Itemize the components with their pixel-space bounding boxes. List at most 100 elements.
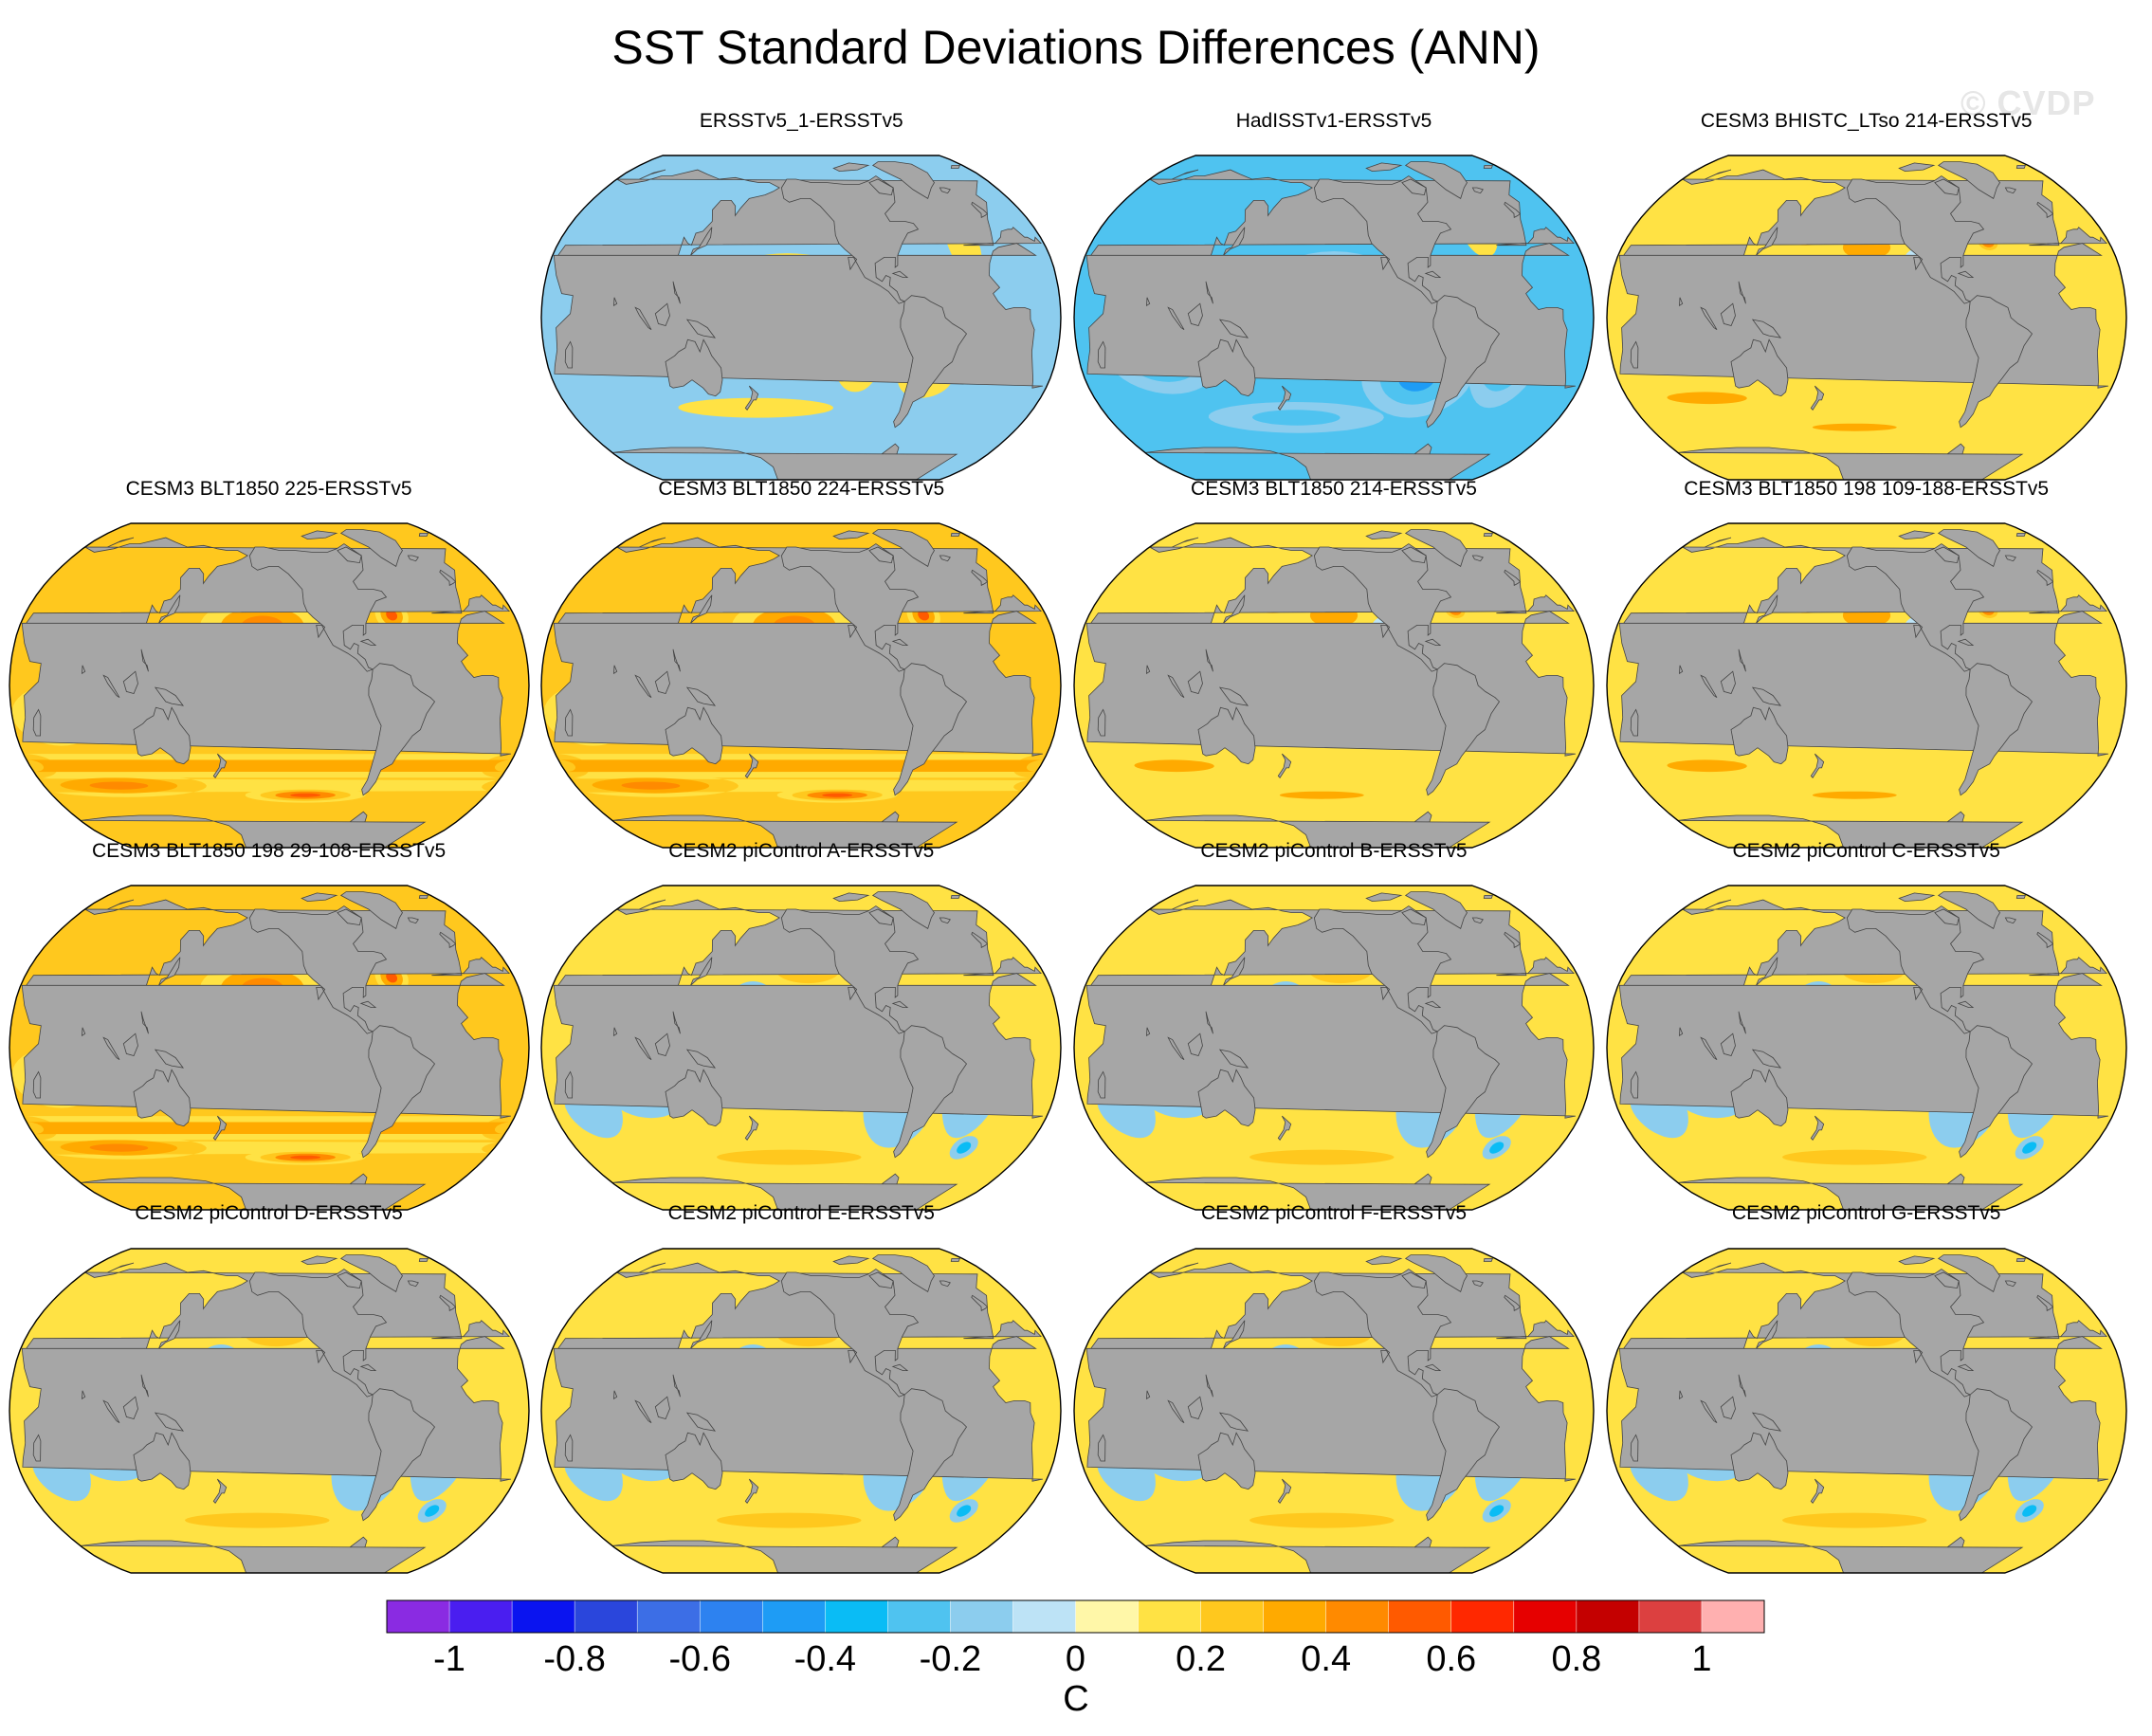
colorbar-tick-label: -0.8 bbox=[543, 1639, 606, 1679]
map-border bbox=[1606, 1247, 2127, 1574]
land-japan bbox=[1755, 594, 1778, 624]
land-baffin bbox=[1401, 1271, 1427, 1288]
anomaly-contour bbox=[1249, 1512, 1395, 1528]
land-new-zealand bbox=[212, 1478, 227, 1504]
land-antarctica-west bbox=[80, 1540, 427, 1573]
land-antarctica-west bbox=[80, 814, 427, 849]
land-sumatra bbox=[634, 306, 652, 331]
map-border bbox=[1073, 155, 1595, 481]
land-south-america bbox=[360, 1025, 435, 1159]
land-japan bbox=[690, 1320, 713, 1349]
colorbar-bin bbox=[1576, 1600, 1640, 1633]
land-baffin bbox=[336, 908, 362, 926]
land-iceland bbox=[407, 555, 419, 562]
land-sumatra bbox=[634, 674, 652, 699]
land-borneo bbox=[1187, 670, 1203, 695]
anomaly-contour bbox=[1781, 1512, 1927, 1528]
land-australia bbox=[133, 1431, 191, 1489]
land-madagascar bbox=[32, 1434, 41, 1462]
anomaly-contour bbox=[26, 1122, 510, 1135]
land-sri-lanka bbox=[1146, 1390, 1151, 1399]
land-new-zealand bbox=[745, 1116, 759, 1142]
anomaly-contour bbox=[717, 1512, 862, 1528]
colorbar-bin bbox=[1325, 1600, 1390, 1633]
colorbar-bin bbox=[950, 1600, 1013, 1633]
land-novaya bbox=[1172, 1262, 1199, 1272]
land-sri-lanka bbox=[613, 665, 618, 675]
land-cuba bbox=[359, 1363, 376, 1371]
colorbar-bin bbox=[512, 1600, 575, 1633]
anomaly-contour bbox=[558, 759, 1042, 773]
land-svalbard bbox=[2015, 533, 2026, 538]
land-australia bbox=[665, 706, 723, 765]
land-novaya bbox=[106, 537, 134, 548]
land-iceland bbox=[2004, 555, 2016, 562]
land-australia bbox=[1197, 1069, 1256, 1127]
land-borneo bbox=[1720, 670, 1736, 695]
land-arctic-islands bbox=[300, 530, 338, 540]
land-north-america bbox=[248, 1268, 387, 1398]
land-svalbard bbox=[951, 533, 961, 538]
land-south-america bbox=[1958, 1025, 2033, 1159]
anomaly-contour bbox=[1249, 1150, 1395, 1166]
map-panel bbox=[1073, 155, 1595, 481]
land-svalbard bbox=[951, 1257, 961, 1262]
land-philippines bbox=[1205, 1012, 1213, 1034]
land-borneo bbox=[1720, 1396, 1736, 1419]
land-uk bbox=[1504, 201, 1522, 219]
land-south-america bbox=[893, 1025, 968, 1159]
land-australia bbox=[133, 1069, 191, 1127]
land-cuba bbox=[1424, 1363, 1442, 1371]
land-philippines bbox=[1738, 1374, 1746, 1397]
land-japan bbox=[1755, 957, 1778, 987]
land-iceland bbox=[407, 918, 419, 924]
panel-title: CESM3 BHISTC_LTso 214-ERSSTv5 bbox=[1700, 109, 2033, 132]
land-arctic-islands bbox=[832, 892, 870, 903]
land-africa bbox=[21, 611, 511, 757]
land-north-america bbox=[781, 905, 920, 1035]
map-border bbox=[1606, 885, 2127, 1212]
land-south-america bbox=[1426, 295, 1501, 429]
land-new-zealand bbox=[745, 386, 759, 411]
map-panel bbox=[1073, 885, 1595, 1212]
land-madagascar bbox=[1097, 1434, 1106, 1462]
land-sumatra bbox=[1167, 1036, 1185, 1061]
land-africa bbox=[21, 1335, 511, 1482]
land-new-zealand bbox=[212, 1116, 227, 1142]
land-south-america bbox=[1426, 1387, 1501, 1521]
anomaly-contour bbox=[1781, 1150, 1927, 1166]
panel-title: CESM2 piControl A-ERSSTv5 bbox=[668, 839, 935, 862]
land-svalbard bbox=[951, 895, 961, 900]
land-new-guinea bbox=[1751, 1412, 1781, 1432]
land-greenland bbox=[1404, 1253, 1468, 1292]
colorbar-bin bbox=[1012, 1600, 1076, 1633]
land-greenland bbox=[872, 891, 936, 930]
land-cuba bbox=[891, 638, 909, 647]
land-south-america bbox=[1958, 295, 2033, 429]
land-arctic-islands bbox=[1365, 1255, 1403, 1265]
land-new-guinea bbox=[1218, 1412, 1249, 1432]
land-japan bbox=[157, 594, 180, 624]
land-south-america bbox=[893, 663, 968, 796]
land-new-zealand bbox=[1277, 386, 1292, 411]
panel-title: CESM3 BLT1850 214-ERSSTv5 bbox=[1191, 477, 1477, 500]
land-madagascar bbox=[1097, 1070, 1106, 1099]
land-iceland bbox=[939, 918, 952, 924]
land-sri-lanka bbox=[81, 665, 85, 675]
land-new-guinea bbox=[1751, 686, 1781, 706]
anomaly-contour bbox=[1812, 423, 1897, 431]
land-baffin bbox=[1401, 546, 1427, 564]
land-new-guinea bbox=[1751, 319, 1781, 338]
land-uk bbox=[1504, 569, 1522, 587]
land-north-america bbox=[248, 905, 387, 1035]
land-arctic-islands bbox=[300, 892, 338, 903]
colorbar-tick-label: -1 bbox=[433, 1639, 465, 1679]
land-iceland bbox=[1471, 1280, 1484, 1287]
land-uk bbox=[971, 932, 989, 949]
land-madagascar bbox=[565, 708, 574, 737]
colorbar-tick-label: 0 bbox=[1065, 1639, 1086, 1679]
land-borneo bbox=[1187, 302, 1203, 327]
map-panel bbox=[540, 1247, 1062, 1574]
map-panel bbox=[8, 1247, 530, 1574]
land-south-america bbox=[1958, 1387, 2033, 1521]
